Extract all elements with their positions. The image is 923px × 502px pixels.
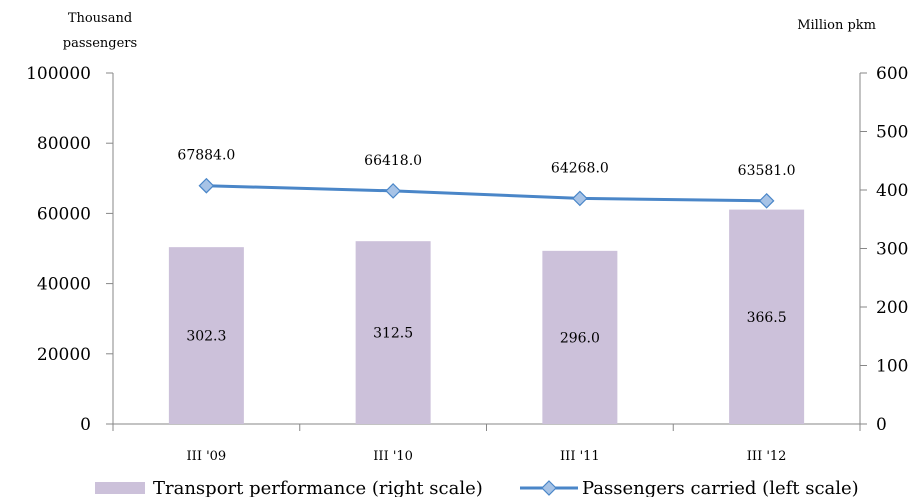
line-marker — [758, 192, 775, 209]
bar-data-label: 296.0 — [560, 330, 600, 346]
left-axis-unit-line1: Thousand — [68, 11, 132, 26]
plot-area: 0 20000 40000 60000 80000 100000 0 100 200 300 400… — [26, 64, 908, 464]
right-tick-label: 100 — [876, 357, 908, 377]
line-marker — [198, 177, 215, 194]
line-data-label: 66418.0 — [364, 153, 422, 169]
right-axis-unit: Million pkm — [797, 18, 876, 33]
legend-line-label: Passengers carried (left scale) — [582, 478, 859, 497]
legend-line-marker — [541, 480, 557, 496]
left-tick-label: 0 — [80, 415, 91, 435]
legend-bar-label: Transport performance (right scale) — [153, 478, 483, 497]
line-marker — [385, 183, 401, 199]
legend-bar-swatch — [95, 482, 145, 494]
bar-data-label: 312.5 — [373, 326, 413, 342]
left-axis-unit-line2: passengers — [63, 36, 137, 51]
line-data-label: 64268.0 — [551, 160, 609, 176]
bar — [168, 247, 244, 424]
left-tick-label: 100000 — [26, 64, 91, 84]
bar-data-label: 366.5 — [747, 310, 787, 326]
line-marker — [572, 190, 588, 207]
left-tick-label: 60000 — [37, 204, 91, 224]
right-tick-label: 600 — [876, 64, 908, 84]
bar — [542, 250, 618, 424]
line-data-label: 63581.0 — [738, 163, 796, 179]
left-tick-label: 80000 — [37, 134, 91, 154]
bar-data-label: 302.3 — [186, 329, 226, 345]
x-tick-label: III '11 — [560, 449, 600, 464]
bar — [729, 209, 805, 424]
left-tick-label: 40000 — [37, 275, 91, 295]
x-tick-label: III '10 — [373, 449, 413, 464]
right-tick-label: 500 — [876, 123, 908, 143]
x-tick-label: III '12 — [747, 449, 787, 464]
right-tick-label: 400 — [876, 181, 908, 201]
right-tick-label: 300 — [876, 240, 908, 260]
line-data-label: 67884.0 — [177, 148, 235, 164]
x-tick-label: III '09 — [187, 449, 227, 464]
legend: Transport performance (right scale) Pass… — [95, 478, 859, 499]
line-series — [206, 184, 767, 203]
right-tick-label: 0 — [876, 415, 887, 435]
bar — [355, 241, 431, 424]
left-tick-label: 20000 — [37, 345, 91, 365]
right-tick-label: 200 — [876, 298, 908, 318]
